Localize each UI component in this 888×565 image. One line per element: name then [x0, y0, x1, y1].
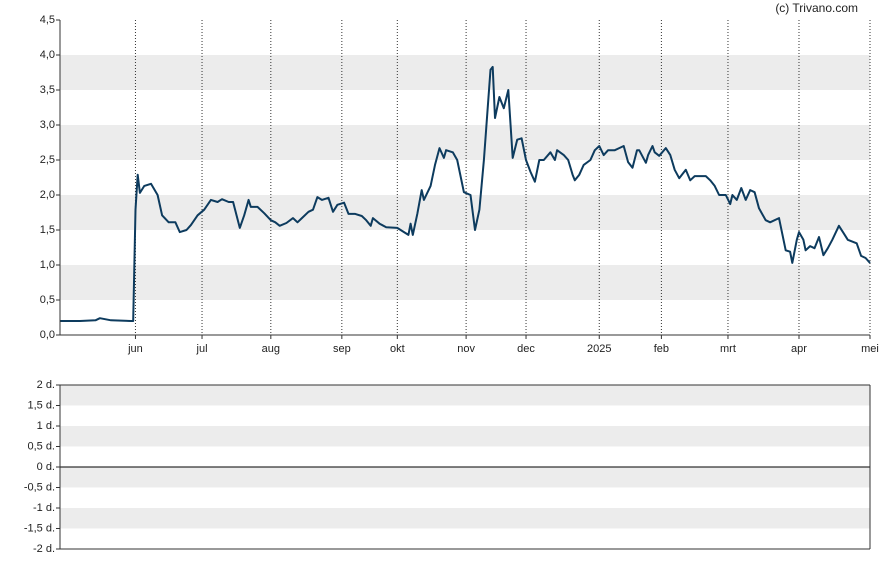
- x-tick-label: dec: [517, 343, 535, 355]
- x-tick-label: jul: [196, 343, 208, 355]
- grid-band: [60, 265, 870, 300]
- y-tick-label: 3,5: [40, 84, 55, 96]
- x-tick-label: 2025: [587, 343, 611, 355]
- grid-band: [60, 467, 870, 488]
- y-tick-label: -2 d.: [33, 543, 55, 555]
- y-tick-label: -0,5 d.: [24, 481, 55, 493]
- y-tick-label: 2,0: [40, 189, 55, 201]
- y-tick-label: 2,5: [40, 154, 55, 166]
- x-tick-label: mrt: [720, 343, 736, 355]
- y-tick-label: -1,5 d.: [24, 522, 55, 534]
- x-tick-label: okt: [390, 343, 405, 355]
- y-tick-label: 3,0: [40, 119, 55, 131]
- y-tick-label: 4,0: [40, 49, 55, 61]
- x-tick-label: jun: [127, 343, 143, 355]
- x-tick-label: sep: [333, 343, 351, 355]
- x-tick-label: mei: [861, 343, 879, 355]
- y-tick-label: 2 d.: [37, 379, 55, 391]
- y-tick-label: 0,5 d.: [27, 440, 55, 452]
- y-tick-label: 1,0: [40, 259, 55, 271]
- grid-band: [60, 125, 870, 160]
- price-line: [60, 65, 871, 322]
- y-tick-label: 1,5: [40, 224, 55, 236]
- y-tick-label: 0,5: [40, 294, 55, 306]
- credit: (c) Trivano.com: [775, 1, 858, 15]
- grid-band: [60, 508, 870, 529]
- grid-band: [60, 195, 870, 230]
- grid-band: [60, 426, 870, 447]
- y-tick-label: -1 d.: [33, 502, 55, 514]
- grid-band: [60, 385, 870, 406]
- y-tick-label: 4,5: [40, 14, 55, 26]
- y-tick-label: 0 d.: [37, 461, 55, 473]
- y-tick-label: 0,0: [40, 329, 55, 341]
- grid-band: [60, 55, 870, 90]
- x-tick-label: aug: [262, 343, 280, 355]
- y-tick-label: 1,5 d.: [27, 399, 55, 411]
- x-tick-label: apr: [791, 343, 807, 355]
- x-tick-label: nov: [457, 343, 475, 355]
- x-tick-label: feb: [654, 343, 669, 355]
- y-tick-label: 1 d.: [37, 420, 55, 432]
